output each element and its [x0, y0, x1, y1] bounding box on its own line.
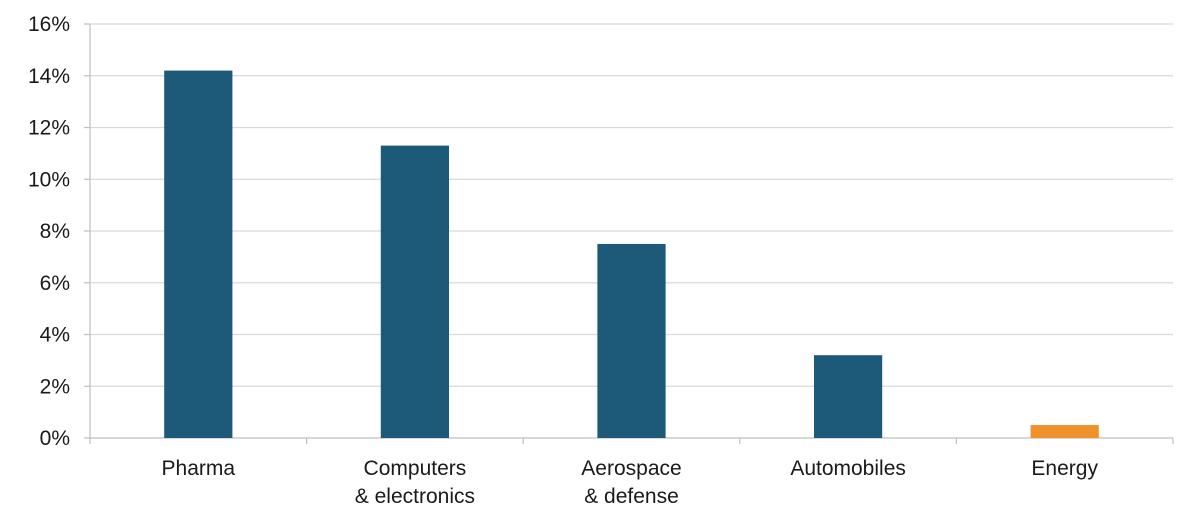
bar — [1030, 425, 1099, 438]
y-axis-tick-labels: 0% 2% 4% 6% 8% 10% 12% 14% 16% — [28, 13, 70, 450]
x-category-label: Automobiles — [790, 457, 906, 480]
bar — [380, 145, 450, 439]
y-tick-label: 12% — [28, 117, 70, 140]
y-tick-label: 0% — [40, 427, 70, 450]
bar — [597, 243, 666, 438]
bar — [813, 355, 883, 438]
bar — [164, 70, 233, 438]
x-axis-category-labels: Pharma Computers & electronics Aerospace & d… — [162, 457, 1099, 508]
y-tick-label: 2% — [40, 375, 70, 398]
x-category-label: Energy — [1031, 457, 1098, 480]
y-tick-label: 14% — [28, 65, 70, 88]
y-tick-label: 16% — [28, 13, 70, 36]
x-category-label: Aerospace & defense — [581, 457, 681, 508]
x-category-label: Computers & electronics — [355, 457, 475, 508]
y-tick-label: 4% — [40, 324, 70, 347]
y-tick-label: 6% — [40, 272, 70, 295]
y-tick-label: 8% — [40, 220, 70, 243]
y-tick-label: 10% — [28, 168, 70, 191]
bars — [164, 70, 1099, 439]
x-category-label: Pharma — [162, 457, 236, 480]
